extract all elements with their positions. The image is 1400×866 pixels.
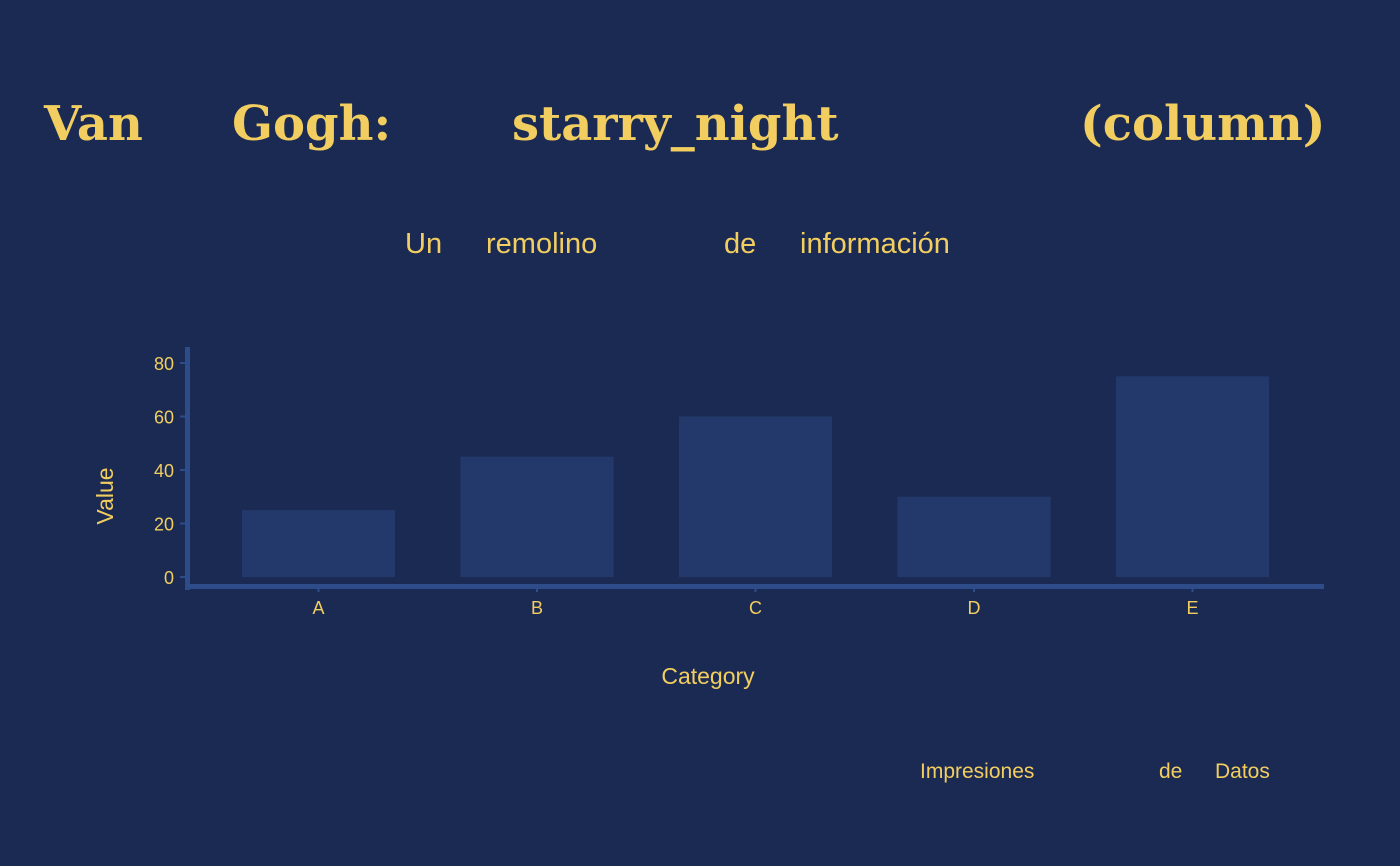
x-axis-title: Category	[661, 663, 755, 689]
subtitle-word-4: información	[800, 228, 950, 260]
y-axis-line	[185, 347, 190, 590]
axes-group	[185, 347, 1324, 590]
bar-D	[897, 496, 1051, 577]
x-axis-ticks: A B C D E	[312, 588, 1199, 618]
y-tick-label-40: 40	[154, 461, 174, 481]
x-tick-label-B: B	[531, 598, 543, 618]
y-axis-title: Value	[92, 467, 118, 524]
y-tick-mark-20	[180, 522, 185, 525]
y-tick-mark-0	[180, 576, 185, 578]
subtitle-word-2: remolino	[486, 228, 598, 260]
x-tick-mark-A	[317, 588, 320, 592]
x-tick-label-C: C	[749, 598, 762, 618]
chart-title: Van Gogh: starry_night (column)	[0, 88, 1400, 168]
bars-group	[242, 376, 1269, 577]
y-tick-mark-60	[180, 415, 185, 418]
bar-A	[242, 510, 395, 577]
subtitle-word-3: de	[724, 228, 757, 260]
chart-subtitle: Un remolino de información	[0, 224, 1400, 268]
x-tick-mark-D	[973, 588, 975, 592]
y-axis-ticks: 0 20 40 60 80	[154, 354, 185, 588]
y-tick-label-80: 80	[154, 354, 174, 374]
y-tick-label-20: 20	[154, 515, 174, 535]
x-tick-label-D: D	[968, 598, 981, 618]
x-tick-label-E: E	[1186, 598, 1198, 618]
bar-B	[460, 456, 614, 577]
title-word-4: (column)	[1080, 96, 1326, 152]
x-tick-label-A: A	[312, 598, 324, 618]
caption-word-1: Impresiones	[920, 760, 1035, 783]
y-tick-label-60: 60	[154, 408, 174, 428]
title-word-1: Van	[44, 96, 143, 152]
bar-C	[679, 416, 832, 577]
x-tick-mark-B	[536, 588, 538, 592]
x-tick-mark-E	[1191, 588, 1194, 592]
y-tick-label-0: 0	[164, 568, 174, 588]
x-axis-line	[185, 584, 1324, 589]
subtitle-word-1: Un	[405, 228, 443, 260]
x-tick-mark-C	[754, 588, 757, 592]
title-word-3: starry_night	[512, 96, 839, 152]
y-tick-mark-80	[180, 362, 185, 364]
chart-caption: Impresiones de Datos	[0, 758, 1400, 788]
bar-E	[1116, 376, 1269, 577]
y-tick-mark-40	[180, 469, 185, 471]
caption-word-3: Datos	[1215, 760, 1270, 783]
title-word-2: Gogh:	[232, 96, 392, 152]
caption-word-2: de	[1159, 760, 1183, 783]
